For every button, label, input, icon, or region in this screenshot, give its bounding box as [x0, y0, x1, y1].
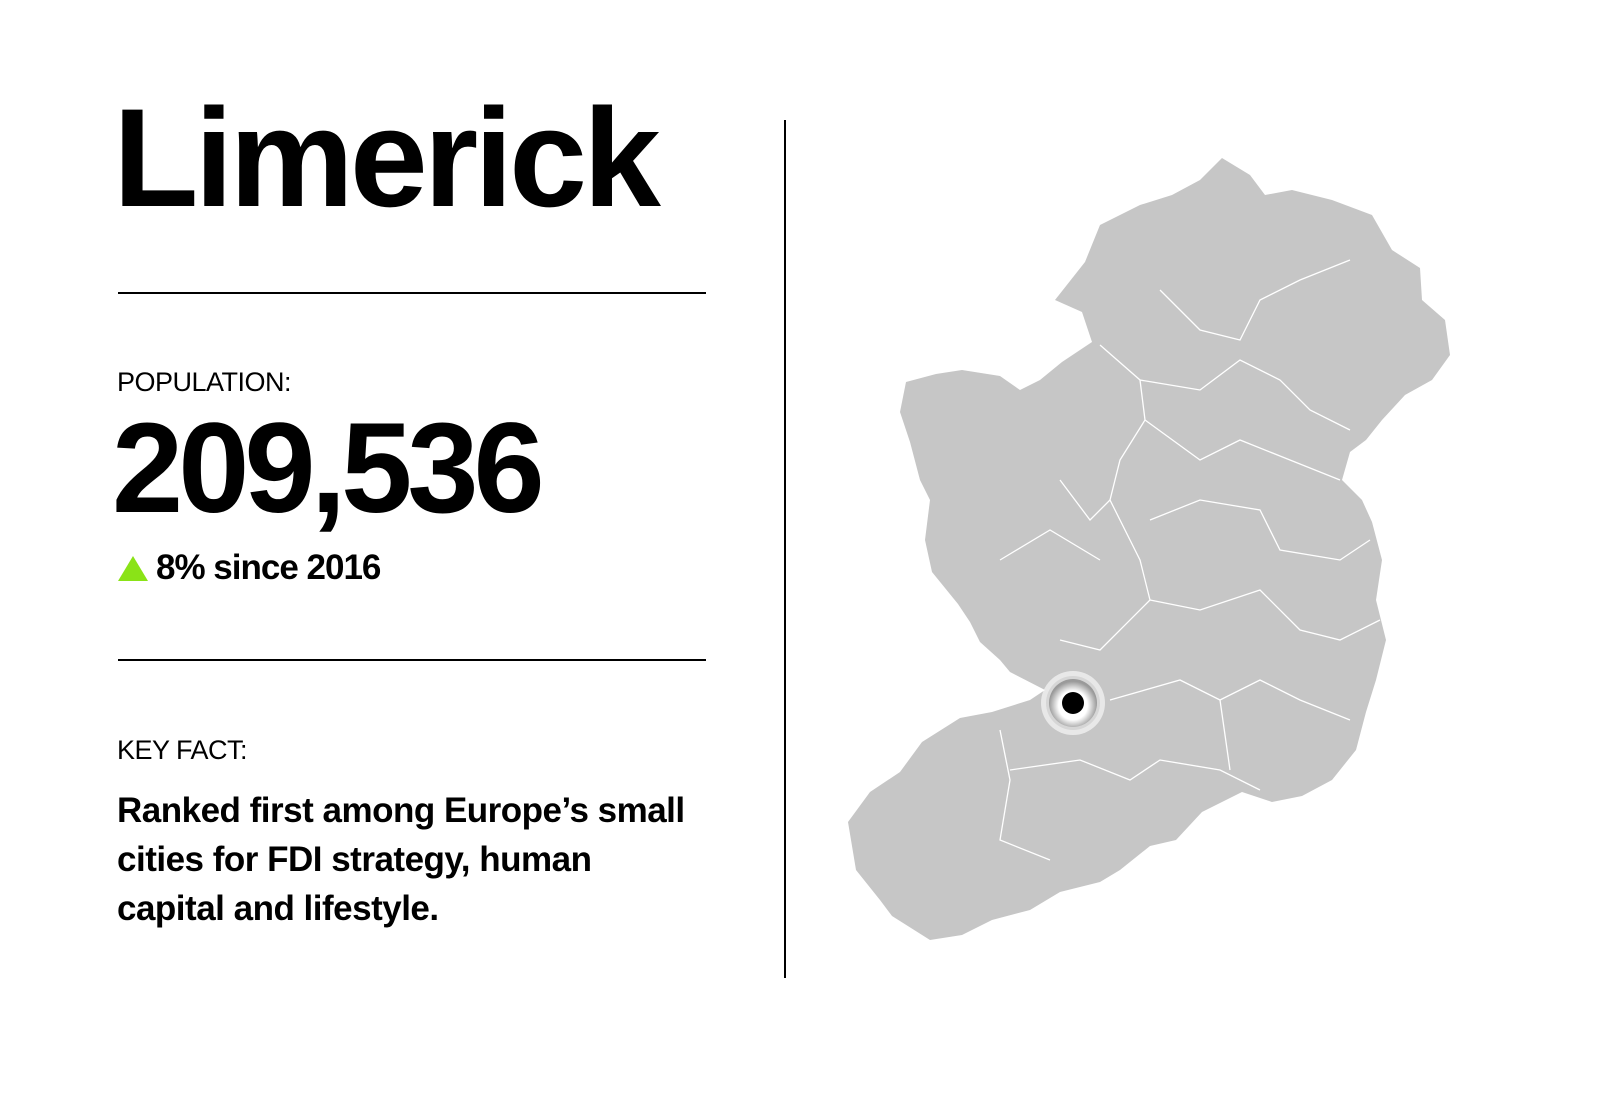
key-fact-label: KEY FACT:	[117, 735, 248, 765]
limerick-marker	[1041, 671, 1105, 735]
county-borders	[999, 259, 1381, 861]
population-change-text: 8% since 2016	[156, 548, 381, 587]
divider	[118, 659, 706, 661]
vertical-divider	[784, 120, 786, 978]
population-change: 8% since 2016	[118, 548, 381, 588]
population-label: POPULATION:	[117, 367, 292, 397]
ireland-outline	[848, 158, 1450, 940]
key-fact-text: Ranked first among Europe’s small cities…	[117, 791, 685, 928]
triangle-up-icon	[118, 555, 148, 581]
divider	[118, 292, 706, 294]
population-value: 209,536	[112, 397, 545, 540]
city-title: Limerick	[113, 79, 661, 236]
